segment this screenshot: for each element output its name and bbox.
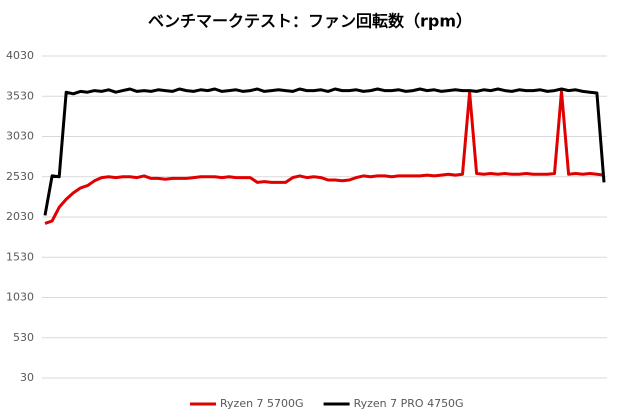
chart-title: ベンチマークテスト：ファン回転数（rpm）	[148, 12, 472, 31]
legend-label: Ryzen 7 PRO 4750G	[354, 397, 464, 410]
y-tick-label: 3030	[6, 130, 34, 143]
y-tick-label: 4030	[6, 49, 34, 62]
y-tick-label: 1530	[6, 250, 34, 263]
y-tick-label: 530	[13, 331, 34, 344]
y-tick-label: 3530	[6, 89, 34, 102]
series-line	[44, 89, 605, 225]
legend-label: Ryzen 7 5700G	[220, 397, 304, 410]
y-tick-label: 30	[20, 371, 34, 384]
y-tick-label: 2030	[6, 210, 34, 223]
series-line	[43, 87, 606, 216]
y-tick-label: 1030	[6, 291, 34, 304]
y-tick-label: 2530	[6, 170, 34, 183]
